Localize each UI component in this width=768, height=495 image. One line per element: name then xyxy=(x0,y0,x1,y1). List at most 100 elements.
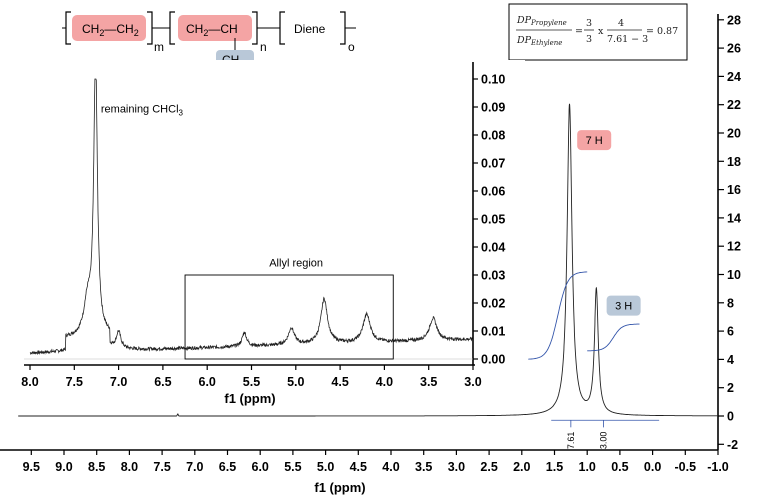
main-x-tick-label: 0.5 xyxy=(611,460,628,474)
inset-y-tick-label: 0.03 xyxy=(481,269,505,283)
main-x-tick-label: -0.5 xyxy=(675,460,697,474)
main-x-tick-label: 2.5 xyxy=(480,460,497,474)
inset-x-tick-label: 3.0 xyxy=(464,375,481,389)
main-x-tick-label: 9.0 xyxy=(55,460,72,474)
bracket-o-left xyxy=(279,11,285,45)
main-x-tick-label: 5.0 xyxy=(317,460,334,474)
main-x-tick-label: 1.0 xyxy=(579,460,596,474)
inset-background xyxy=(20,60,525,406)
inset-x-tick-label: 4.5 xyxy=(331,375,348,389)
inset-x-tick-label: 5.0 xyxy=(287,375,304,389)
main-y-tick-label: 6 xyxy=(727,325,734,339)
main-x-tick-label: 2.0 xyxy=(513,460,530,474)
inset-y-tick-label: 0.02 xyxy=(481,297,505,311)
index-o: o xyxy=(348,40,355,54)
main-y-tick-label: 16 xyxy=(727,183,741,197)
main-spectrum-trace xyxy=(18,103,718,417)
diene-label: Diene xyxy=(294,22,326,36)
inset-y-tick-label: 0.09 xyxy=(481,101,505,115)
main-y-tick-label: 2 xyxy=(727,381,734,395)
main-y-tick-label: 24 xyxy=(727,70,741,84)
main-x-tick-label: 7.0 xyxy=(186,460,203,474)
inset-x-tick-label: 4.0 xyxy=(376,375,393,389)
allyl-region-box xyxy=(184,274,394,360)
svg-text:4: 4 xyxy=(618,18,624,29)
inset-y-tick-label: 0.05 xyxy=(481,213,505,227)
main-x-tick-label: 1.5 xyxy=(546,460,563,474)
main-y-tick-label: -2 xyxy=(727,438,738,452)
main-x-tick-label: 4.0 xyxy=(382,460,399,474)
inset-x-tick-label: 8.0 xyxy=(21,375,38,389)
main-x-tick-label: 4.5 xyxy=(350,460,367,474)
svg-text:3: 3 xyxy=(586,34,592,45)
main-y-tick-label: 10 xyxy=(727,268,741,282)
svg-text:3: 3 xyxy=(586,18,592,29)
svg-text:=: = xyxy=(575,26,583,37)
peak-annotation-label: 3 H xyxy=(615,301,632,313)
main-x-tick-label: -1.0 xyxy=(707,460,729,474)
unit2-backbone: CH2—CH xyxy=(186,22,238,38)
inset-y-tick-label: 0.01 xyxy=(481,325,505,339)
inset-x-axis-label: f1 (ppm) xyxy=(224,391,275,406)
main-y-tick-label: 28 xyxy=(727,13,741,27)
inset-x-tick-label: 6.0 xyxy=(199,375,216,389)
main-x-tick-label: 8.5 xyxy=(88,460,105,474)
inset-y-tick-label: 0.04 xyxy=(481,241,505,255)
bracket-o-right xyxy=(340,11,346,45)
inset-x-tick-label: 5.5 xyxy=(243,375,260,389)
unit1-left: CH2—CH2 xyxy=(82,22,139,38)
inset-y-tick-label: 0.07 xyxy=(481,157,505,171)
main-x-tick-label: 5.5 xyxy=(284,460,301,474)
integral-value: 3.00 xyxy=(599,432,609,450)
bracket-n-right xyxy=(252,11,258,45)
main-x-tick-label: 6.5 xyxy=(219,460,236,474)
main-x-tick-label: 9.5 xyxy=(23,460,40,474)
inset-y-tick-label: 0.10 xyxy=(481,73,505,87)
inset-x-tick-label: 7.5 xyxy=(66,375,83,389)
main-y-tick-label: 8 xyxy=(727,296,734,310)
main-y-tick-label: 12 xyxy=(727,240,741,254)
unit2-highlight xyxy=(178,15,252,41)
inset-annotation: Allyl region xyxy=(269,258,323,270)
svg-text:7.61 − 3: 7.61 − 3 xyxy=(607,34,648,45)
index-n: n xyxy=(260,40,267,54)
main-x-tick-label: 0.0 xyxy=(644,460,661,474)
main-y-tick-label: 4 xyxy=(727,353,734,367)
main-y-tick-label: 14 xyxy=(727,211,741,225)
svg-text:= 0.87: = 0.87 xyxy=(646,26,678,37)
inset-y-tick-label: 0.00 xyxy=(481,353,505,367)
svg-text:x: x xyxy=(598,26,604,37)
main-y-tick-label: 20 xyxy=(727,127,741,141)
main-y-tick-label: 26 xyxy=(727,42,741,56)
peak-annotation-badge xyxy=(606,295,641,316)
inset-x-tick-label: 3.5 xyxy=(420,375,437,389)
integral-curve-1 xyxy=(528,271,588,360)
inset-y-tick-label: 0.06 xyxy=(481,185,505,199)
main-x-axis-label: f1 (ppm) xyxy=(314,480,365,495)
main-x-tick-label: 8.0 xyxy=(121,460,138,474)
integral-value: 7.61 xyxy=(566,432,576,450)
bracket-m-right xyxy=(147,11,153,45)
index-m: m xyxy=(154,40,164,54)
svg-text:DPPropylene: DPPropylene xyxy=(516,15,567,27)
peak-annotation-label: 7 H xyxy=(586,135,603,147)
main-y-tick-label: 22 xyxy=(727,98,741,112)
bracket-m-left xyxy=(65,11,71,45)
main-x-tick-label: 3.0 xyxy=(448,460,465,474)
main-y-tick-label: 18 xyxy=(727,155,741,169)
inset-zoom-chart: 0.10 0.09 0.08 0.07 0.06 0.05 0.04 0.03 0.02 0.01… xyxy=(20,60,525,406)
integral-curve-2 xyxy=(587,323,640,352)
formula-box: DPPropylene DPEthylene = 3 3 x 4 7.61 − … xyxy=(508,3,688,61)
inset-x-tick-label: 7.0 xyxy=(110,375,127,389)
inset-x-tick-label: 6.5 xyxy=(154,375,171,389)
main-x-tick-label: 3.5 xyxy=(415,460,432,474)
inset-spectrum-trace xyxy=(29,78,474,356)
bracket-n-left xyxy=(169,11,175,45)
inset-y-tick-label: 0.08 xyxy=(481,129,505,143)
svg-text:DPEthylene: DPEthylene xyxy=(516,35,562,47)
main-x-tick-label: 7.5 xyxy=(153,460,170,474)
main-y-tick-label: 0 xyxy=(727,410,734,424)
peak-annotation-badge xyxy=(577,130,612,151)
